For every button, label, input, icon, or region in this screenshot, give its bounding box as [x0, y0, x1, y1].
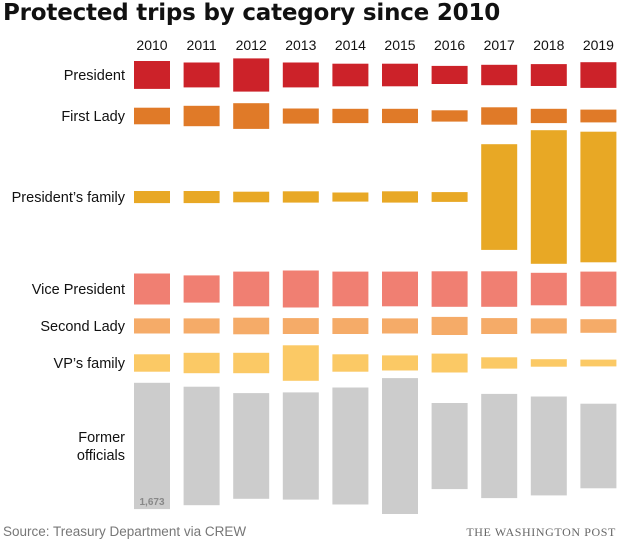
year-label-2012: 2012 — [236, 37, 267, 53]
bar-vps-family-2016 — [431, 353, 468, 373]
bar-former-officials-2016 — [431, 403, 468, 490]
bar-presidents-family-2014 — [332, 192, 369, 202]
bar-vps-family-2019 — [580, 359, 617, 367]
bar-former-officials-2012 — [233, 393, 270, 499]
bar-vice-president-2019 — [580, 271, 617, 307]
bar-first-lady-2017 — [481, 107, 518, 125]
bar-president-2013 — [282, 62, 319, 88]
bar-second-lady-2019 — [580, 319, 617, 333]
bar-vice-president-2010 — [134, 273, 170, 305]
row-label-former-officials-line-2: officials — [77, 448, 125, 464]
bar-vps-family-2011 — [183, 352, 220, 374]
bar-vps-family-2013 — [282, 345, 319, 381]
year-label-2015: 2015 — [384, 37, 415, 53]
bar-presidents-family-2017 — [481, 144, 518, 250]
bar-presidents-family-2018 — [530, 130, 567, 264]
bar-vps-family-2017 — [481, 357, 518, 369]
protected-trips-chart: 2010 2011 2012 2013 2014 2015 2016 2017 2018 2019… — [12, 37, 617, 514]
bar-vps-family-2014 — [332, 354, 369, 372]
year-label-2018: 2018 — [533, 37, 564, 53]
bar-second-lady-2014 — [332, 318, 369, 334]
bar-vps-family-2012 — [233, 352, 270, 374]
bar-vice-president-2015 — [382, 271, 418, 307]
bar-presidents-family-2019 — [580, 131, 617, 263]
bar-president-2010 — [134, 61, 170, 89]
bar-second-lady-2015 — [382, 318, 418, 334]
bar-former-officials-2017 — [481, 393, 518, 499]
bar-first-lady-2010 — [134, 107, 170, 125]
bar-vice-president-2016 — [431, 271, 468, 307]
bar-former-officials-2014 — [332, 387, 369, 505]
year-label-2017: 2017 — [484, 37, 515, 53]
bar-former-officials-2010 — [134, 382, 170, 510]
value-label-former-officials-2010: 1,673 — [139, 497, 164, 508]
bar-vice-president-2012 — [233, 271, 270, 307]
bar-presidents-family-2016 — [431, 192, 468, 202]
bar-president-2018 — [530, 64, 567, 86]
bar-president-2016 — [431, 65, 468, 84]
bar-second-lady-2016 — [431, 316, 468, 335]
bar-second-lady-2012 — [233, 317, 270, 335]
bar-vice-president-2017 — [481, 271, 518, 307]
year-label-2013: 2013 — [285, 37, 316, 53]
bar-president-2017 — [481, 64, 518, 86]
bar-first-lady-2018 — [530, 108, 567, 124]
year-label-2016: 2016 — [434, 37, 465, 53]
bar-vice-president-2018 — [530, 272, 567, 306]
bar-former-officials-2019 — [580, 403, 617, 489]
publisher-credit: THE WASHINGTON POST — [466, 525, 616, 539]
bar-vice-president-2013 — [282, 270, 319, 308]
chart-title: Protected trips by category since 2010 — [3, 0, 501, 26]
row-label-president: President — [64, 68, 125, 84]
bar-former-officials-2018 — [530, 396, 567, 496]
bar-presidents-family-2010 — [134, 191, 170, 204]
bar-first-lady-2013 — [282, 108, 319, 124]
bar-second-lady-2017 — [481, 318, 518, 334]
row-label-vps-family: VP’s family — [54, 356, 126, 372]
year-label-2011: 2011 — [187, 37, 217, 53]
bar-vps-family-2010 — [134, 354, 170, 372]
bar-president-2011 — [183, 62, 220, 88]
bar-second-lady-2013 — [282, 318, 319, 334]
bar-second-lady-2010 — [134, 318, 170, 334]
bar-vice-president-2014 — [332, 271, 369, 307]
year-label-2014: 2014 — [335, 37, 366, 53]
bar-presidents-family-2015 — [382, 191, 418, 203]
bar-presidents-family-2012 — [233, 191, 270, 203]
bar-first-lady-2011 — [183, 105, 220, 127]
bar-former-officials-2013 — [282, 392, 319, 500]
bar-vps-family-2015 — [382, 355, 418, 371]
bar-first-lady-2012 — [233, 103, 270, 129]
bar-first-lady-2015 — [382, 108, 418, 124]
bar-first-lady-2016 — [431, 110, 468, 122]
bar-presidents-family-2011 — [183, 191, 220, 204]
year-label-2010: 2010 — [136, 37, 167, 53]
row-label-first-lady: First Lady — [61, 109, 125, 125]
year-label-2019: 2019 — [583, 37, 614, 53]
bar-president-2019 — [580, 62, 617, 88]
row-label-second-lady: Second Lady — [40, 319, 125, 335]
source-note: Source: Treasury Department via CREW — [3, 524, 247, 539]
bar-first-lady-2014 — [332, 108, 369, 124]
row-label-vice-president: Vice President — [32, 282, 125, 298]
row-label-former-officials-line-1: Former — [78, 430, 125, 446]
bar-first-lady-2019 — [580, 109, 617, 123]
bar-second-lady-2018 — [530, 318, 567, 334]
bar-former-officials-2015 — [382, 378, 418, 514]
bar-vice-president-2011 — [183, 275, 220, 303]
bar-president-2014 — [332, 63, 369, 87]
row-label-presidents-family: President’s family — [12, 190, 126, 206]
bar-second-lady-2011 — [183, 318, 220, 334]
bar-president-2012 — [233, 58, 270, 92]
bar-presidents-family-2013 — [282, 191, 319, 203]
bar-vps-family-2018 — [530, 359, 567, 367]
bar-president-2015 — [382, 63, 418, 87]
bar-former-officials-2011 — [183, 386, 220, 506]
